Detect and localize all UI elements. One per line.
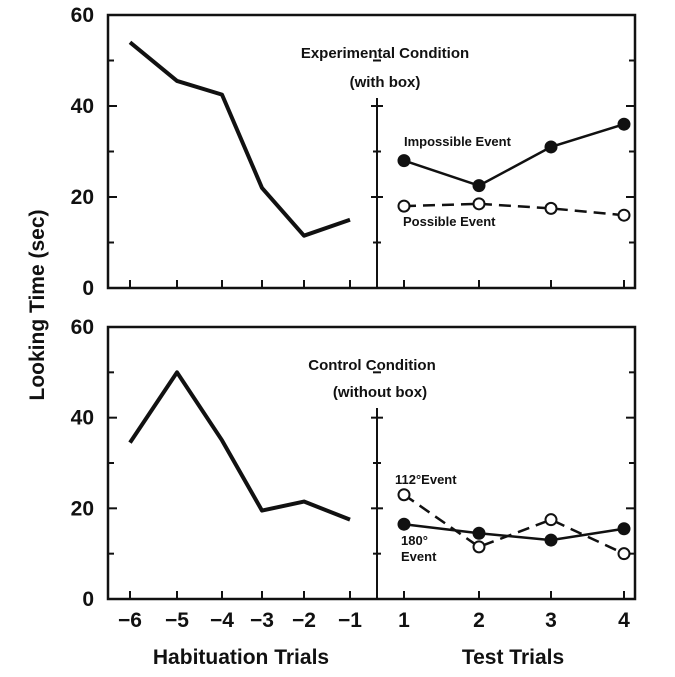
y-tick-label: 40 bbox=[71, 407, 94, 430]
label-180-event-line1: 180° bbox=[401, 533, 428, 548]
test-series-point bbox=[617, 522, 631, 536]
y-tick-label: 20 bbox=[71, 186, 94, 209]
test-series-point bbox=[472, 526, 486, 540]
test-series-line bbox=[403, 493, 625, 555]
test-series-point bbox=[472, 179, 486, 193]
top-panel-title-line1: Experimental Condition bbox=[301, 45, 469, 62]
test-series-point bbox=[617, 208, 631, 222]
y-tick-label: 20 bbox=[71, 497, 94, 520]
test-series-point bbox=[397, 517, 411, 531]
test-series-point bbox=[544, 140, 558, 154]
top-panel-title-line2: (with box) bbox=[350, 74, 421, 91]
x-tick-label-habituation: −2 bbox=[292, 609, 316, 632]
x-tick-label-habituation: −3 bbox=[250, 609, 274, 632]
habituation-line bbox=[128, 40, 351, 238]
x-tick-label-test: 2 bbox=[473, 609, 485, 632]
habituation-line bbox=[128, 370, 351, 522]
test-series-point bbox=[397, 199, 411, 213]
label-180-event-line2: Event bbox=[401, 549, 437, 564]
y-tick-label: 0 bbox=[82, 277, 94, 300]
test-series-point bbox=[472, 197, 486, 211]
y-tick-label: 0 bbox=[82, 588, 94, 611]
y-axis-title: Looking Time (sec) bbox=[26, 210, 49, 401]
x-tick-label-habituation: −6 bbox=[118, 609, 142, 632]
bottom-panel-title-line1: Control Condition bbox=[308, 357, 435, 374]
y-tick-label: 60 bbox=[71, 316, 94, 339]
test-series-point bbox=[617, 117, 631, 131]
test-series-point bbox=[544, 513, 558, 527]
test-series-point bbox=[544, 201, 558, 215]
x-tick-label-habituation: −4 bbox=[210, 609, 234, 632]
label-possible-event: Possible Event bbox=[403, 214, 496, 229]
x-axis-title-habituation: Habituation Trials bbox=[153, 646, 329, 669]
y-tick-label: 60 bbox=[71, 4, 94, 27]
test-series-point bbox=[617, 547, 631, 561]
x-tick-label-test: 3 bbox=[545, 609, 557, 632]
x-tick-label-test: 4 bbox=[618, 609, 630, 632]
test-series-point bbox=[544, 533, 558, 547]
x-tick-label-test: 1 bbox=[398, 609, 410, 632]
x-tick-label-habituation: −5 bbox=[165, 609, 189, 632]
label-112-event: 112°Event bbox=[395, 472, 457, 487]
x-axis-title-test: Test Trials bbox=[462, 646, 564, 669]
test-series-line bbox=[403, 522, 625, 542]
bottom-panel-title-line2: (without box) bbox=[333, 384, 427, 401]
test-series-point bbox=[397, 154, 411, 168]
test-series-point bbox=[397, 488, 411, 502]
test-series-point bbox=[472, 540, 486, 554]
test-series-line bbox=[403, 123, 625, 187]
y-tick-label: 40 bbox=[71, 95, 94, 118]
label-impossible-event: Impossible Event bbox=[404, 134, 512, 149]
x-tick-label-habituation: −1 bbox=[338, 609, 362, 632]
